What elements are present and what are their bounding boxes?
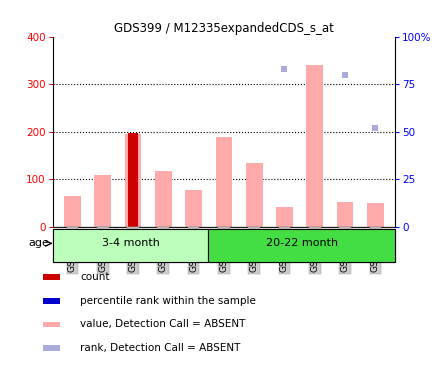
FancyBboxPatch shape — [53, 229, 208, 262]
Text: 3-4 month: 3-4 month — [101, 238, 159, 249]
Text: GSM6176: GSM6176 — [128, 229, 137, 272]
Title: GDS399 / M12335expandedCDS_s_at: GDS399 / M12335expandedCDS_s_at — [114, 22, 333, 36]
Point — [371, 125, 378, 131]
Bar — [245, 163, 262, 227]
Text: rank, Detection Call = ABSENT: rank, Detection Call = ABSENT — [80, 343, 240, 353]
Point — [341, 72, 348, 78]
Text: GSM6175: GSM6175 — [98, 229, 107, 272]
Text: GSM6168: GSM6168 — [219, 229, 228, 272]
Bar — [43, 345, 60, 351]
Bar — [276, 207, 292, 227]
Text: GSM6171: GSM6171 — [310, 229, 318, 272]
Bar — [155, 171, 171, 227]
Text: GSM6170: GSM6170 — [279, 229, 288, 272]
Text: GSM6174: GSM6174 — [68, 229, 77, 272]
Bar — [366, 203, 383, 227]
Text: age: age — [28, 238, 49, 249]
Bar — [43, 321, 60, 328]
Text: 20-22 month: 20-22 month — [265, 238, 337, 249]
Bar — [185, 190, 201, 227]
Text: GSM6173: GSM6173 — [370, 229, 379, 272]
Bar — [64, 196, 81, 227]
Text: GSM6169: GSM6169 — [249, 229, 258, 272]
Bar — [336, 202, 353, 227]
Bar — [124, 134, 141, 227]
Text: GSM6177: GSM6177 — [159, 229, 167, 272]
Bar — [43, 274, 60, 280]
Point — [280, 66, 287, 72]
Bar — [215, 138, 232, 227]
Text: value, Detection Call = ABSENT: value, Detection Call = ABSENT — [80, 320, 245, 329]
Bar — [128, 133, 137, 227]
Bar — [306, 65, 322, 227]
Text: count: count — [80, 272, 110, 282]
Bar — [43, 298, 60, 304]
Text: GSM6172: GSM6172 — [340, 229, 349, 272]
Text: percentile rank within the sample: percentile rank within the sample — [80, 296, 256, 306]
Bar — [94, 175, 111, 227]
Text: GSM6178: GSM6178 — [189, 229, 198, 272]
FancyBboxPatch shape — [208, 229, 394, 262]
